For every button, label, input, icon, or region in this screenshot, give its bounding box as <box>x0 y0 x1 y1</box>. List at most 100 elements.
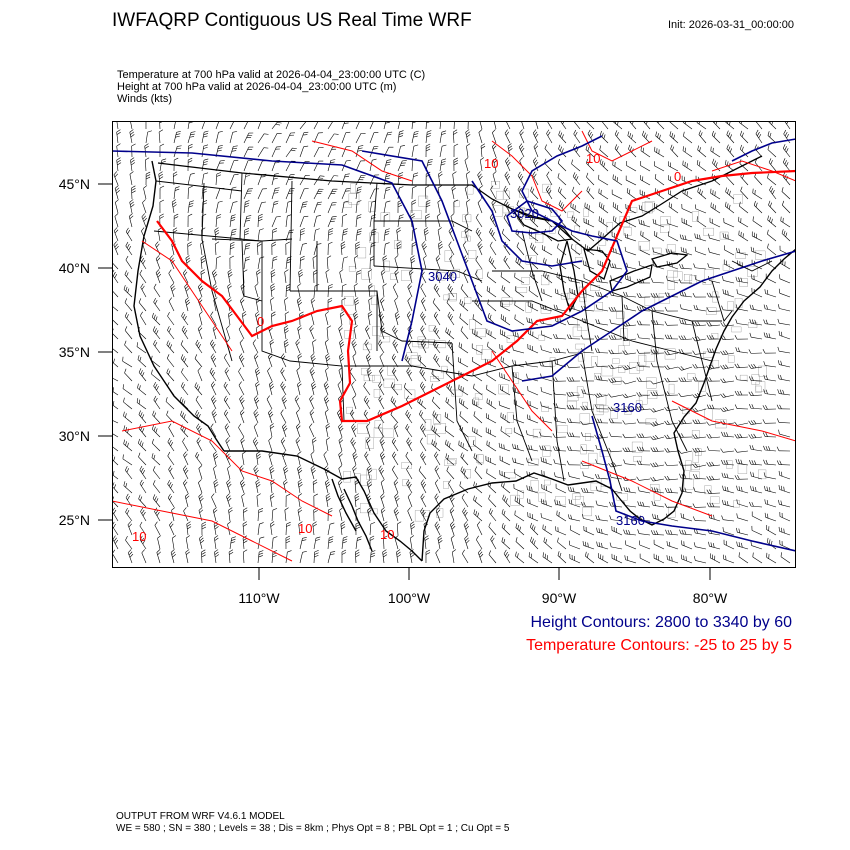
wind-barb <box>492 171 497 186</box>
wind-barb <box>327 121 335 130</box>
wind-barb <box>762 405 777 410</box>
wind-barb <box>473 495 483 508</box>
wind-barb <box>515 257 525 270</box>
wind-barb <box>708 541 721 550</box>
wind-barb <box>518 143 525 158</box>
wind-barb <box>129 129 135 144</box>
wind-barb <box>420 423 427 438</box>
wind-barb <box>299 145 309 158</box>
wind-barb <box>636 460 651 466</box>
wind-barb <box>654 174 665 186</box>
wind-barb <box>252 437 259 452</box>
wind-barb <box>210 423 217 438</box>
county-cell <box>383 378 395 388</box>
wind-barb <box>212 507 218 522</box>
county-cell <box>410 210 422 220</box>
wind-barb <box>568 499 581 508</box>
wind-barb <box>323 395 330 410</box>
county-cell <box>344 296 354 306</box>
wind-barb <box>338 423 344 438</box>
wind-barb <box>514 286 525 298</box>
wind-barb <box>383 131 393 144</box>
wind-barb <box>114 213 119 228</box>
wind-barb <box>778 330 791 340</box>
wind-barb <box>609 515 623 522</box>
wind-barb <box>112 535 119 550</box>
wind-barb <box>505 157 511 172</box>
wind-barb <box>420 507 427 522</box>
wind-barb <box>750 541 763 550</box>
county-cell <box>549 226 556 234</box>
wind-barb <box>612 174 623 186</box>
county-cell <box>513 372 519 384</box>
wind-barb <box>595 515 609 522</box>
wind-barb <box>706 307 721 312</box>
wind-barb <box>281 395 287 410</box>
lat-label: 25°N <box>58 512 90 528</box>
county-cell <box>706 307 717 315</box>
wind-barb <box>145 130 152 144</box>
temperature-label: 0 <box>674 169 681 184</box>
wind-barb <box>515 537 525 550</box>
wind-barb <box>554 499 567 508</box>
wind-barb <box>777 360 791 368</box>
wind-barb <box>623 291 637 298</box>
wind-barb <box>271 256 278 270</box>
wind-barb <box>682 160 693 172</box>
wind-barb <box>226 479 232 494</box>
county-cell <box>348 193 360 205</box>
wind-barb <box>124 326 133 340</box>
wind-barb <box>211 409 217 424</box>
wind-barb <box>452 171 457 186</box>
wind-barb <box>781 187 791 200</box>
wind-barb <box>486 384 497 396</box>
wind-barb <box>650 391 665 396</box>
wind-barb <box>466 143 471 158</box>
county-cell <box>444 459 456 466</box>
wind-barb <box>383 535 388 550</box>
wind-barb <box>112 418 119 424</box>
wind-barb <box>642 130 651 144</box>
wind-barb <box>325 269 330 284</box>
wind-barb <box>378 465 385 480</box>
wind-barb <box>555 526 567 536</box>
county-cell <box>477 454 484 465</box>
wind-barb <box>546 171 553 186</box>
wind-barb <box>125 536 133 550</box>
wind-barb <box>678 349 693 354</box>
wind-barb <box>583 217 595 228</box>
wind-barb <box>383 200 391 214</box>
wind-barb <box>256 269 261 284</box>
wind-barb <box>722 527 735 536</box>
wind-barb <box>763 304 777 312</box>
wind-barb <box>313 146 324 158</box>
wind-barb <box>580 405 595 411</box>
county-cell <box>575 244 582 254</box>
wind-barb <box>423 255 428 270</box>
wind-barb <box>503 213 511 228</box>
wind-barb <box>183 479 189 494</box>
wind-barb <box>753 200 763 214</box>
wind-barb <box>519 129 525 144</box>
wind-barb <box>380 493 385 508</box>
wind-barb <box>229 228 237 242</box>
county-cell <box>519 208 530 217</box>
wind-barb <box>392 339 399 354</box>
wind-barb <box>298 521 303 536</box>
wind-barb <box>257 228 264 242</box>
wind-barb <box>297 353 302 368</box>
county-cell <box>502 204 509 214</box>
wind-barb <box>734 363 749 369</box>
county-cell <box>748 322 758 328</box>
wind-barb <box>650 462 665 468</box>
wind-barb <box>379 437 385 452</box>
lat-label: 35°N <box>58 344 90 360</box>
wind-barb <box>271 172 279 186</box>
wind-barb <box>153 395 161 410</box>
wind-barb <box>735 347 749 354</box>
wind-barb <box>664 334 679 340</box>
height-label: 3160 <box>613 400 642 415</box>
wind-barb <box>113 227 119 242</box>
wind-barb <box>779 540 791 550</box>
wind-barb <box>397 199 403 214</box>
